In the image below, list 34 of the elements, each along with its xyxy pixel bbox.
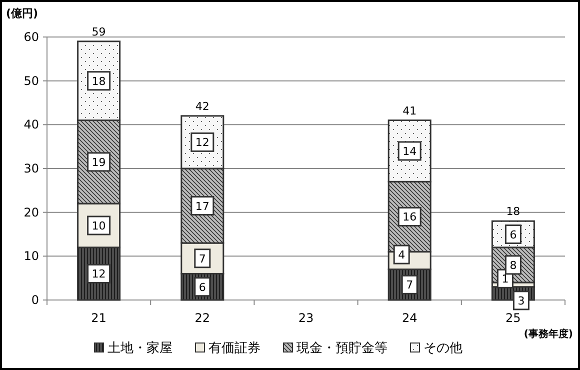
legend-label: 有価証券	[208, 341, 260, 356]
x-axis-title: (事務年度)	[524, 328, 573, 340]
x-tick-label: 23	[298, 311, 314, 325]
data-label: 7	[406, 278, 414, 292]
x-tick-label: 24	[402, 311, 418, 325]
y-tick-label: 30	[24, 162, 39, 176]
legend-label: 土地・家屋	[108, 340, 172, 356]
y-tick-label: 0	[31, 293, 39, 307]
data-label: 18	[92, 74, 106, 88]
data-label: 3	[518, 294, 525, 308]
x-tick-label: 21	[91, 311, 106, 325]
data-label: 12	[92, 268, 106, 281]
total-label: 59	[92, 25, 106, 38]
legend-label: 現金・預貯金等	[296, 341, 388, 356]
legend-label: その他	[424, 341, 462, 356]
data-label: 6	[510, 228, 517, 242]
data-label: 12	[195, 136, 210, 150]
total-label: 18	[506, 205, 520, 218]
data-label: 1	[502, 272, 509, 286]
y-tick-label: 40	[24, 118, 39, 132]
total-label: 42	[195, 100, 210, 113]
y-tick-label: 60	[24, 30, 39, 44]
total-label: 41	[402, 104, 417, 118]
x-tick-label: 22	[194, 311, 210, 325]
y-tick-label: 20	[24, 205, 39, 220]
data-label: 8	[510, 258, 517, 272]
x-tick-label: 25	[506, 311, 521, 325]
y-tick-label: 50	[24, 74, 39, 88]
y-tick-label: 10	[24, 249, 39, 264]
y-axis-title: (億円)	[6, 7, 38, 20]
data-label: 6	[198, 280, 206, 294]
data-label: 14	[402, 144, 417, 158]
data-label: 7	[198, 252, 206, 266]
data-label: 10	[92, 219, 106, 232]
